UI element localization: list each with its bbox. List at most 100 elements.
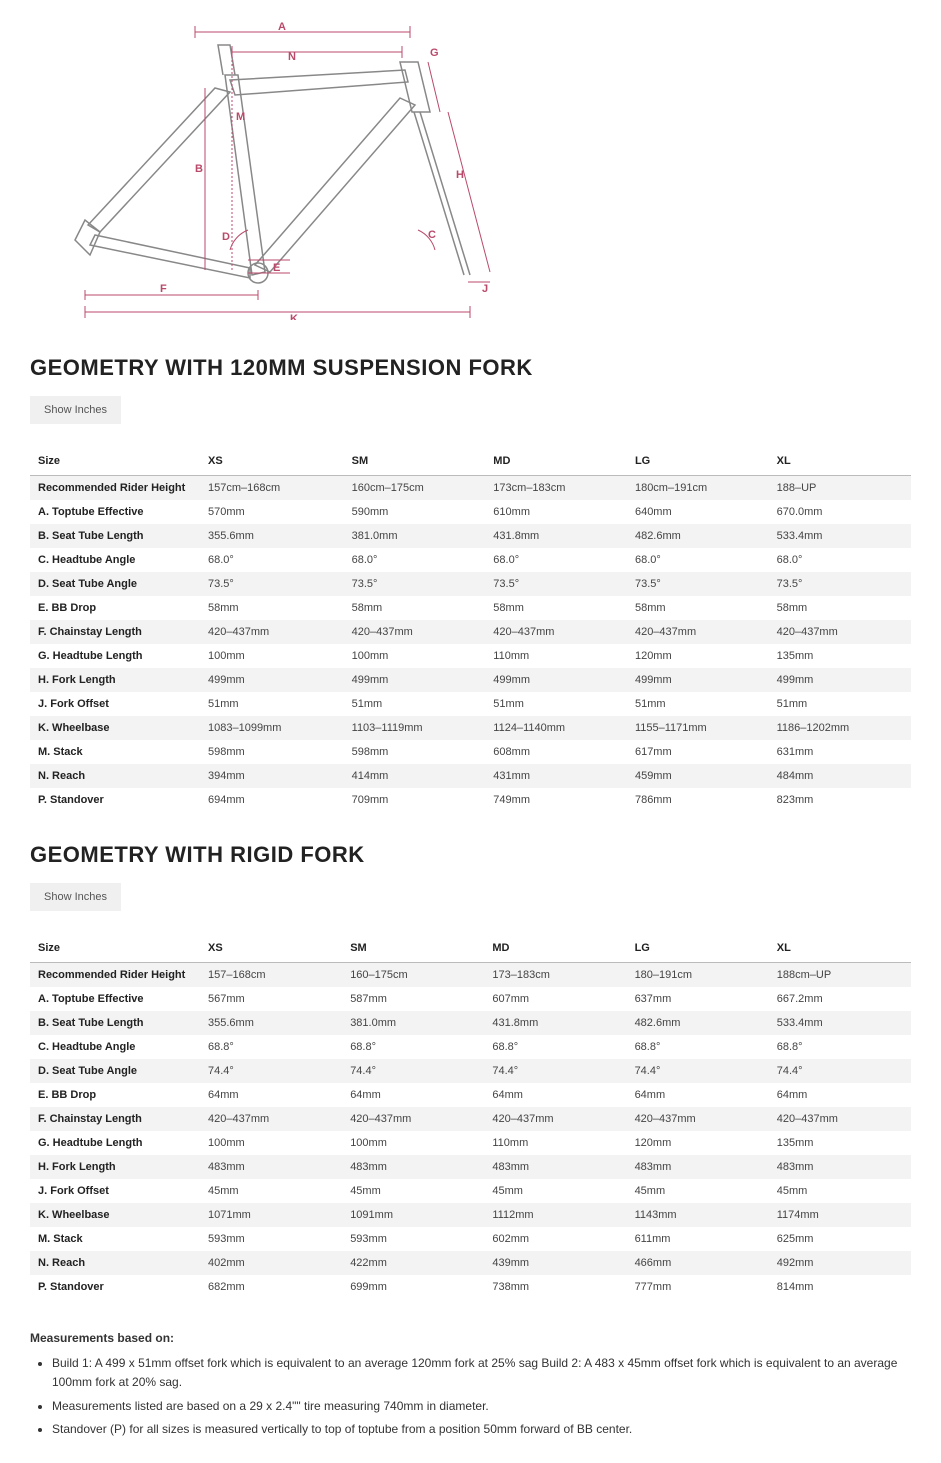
col-header: XS	[200, 449, 344, 476]
table-row: G. Headtube Length100mm100mm110mm120mm13…	[30, 644, 911, 668]
cell: 135mm	[769, 1131, 911, 1155]
note-item: Measurements listed are based on a 29 x …	[52, 1397, 911, 1416]
table-row: P. Standover694mm709mm749mm786mm823mm	[30, 788, 911, 812]
table-row: F. Chainstay Length420–437mm420–437mm420…	[30, 620, 911, 644]
cell: 482.6mm	[627, 524, 769, 548]
col-header: XL	[769, 936, 911, 963]
table-row: M. Stack593mm593mm602mm611mm625mm	[30, 1227, 911, 1251]
cell: 68.8°	[484, 1035, 626, 1059]
cell: 394mm	[200, 764, 344, 788]
table-row: F. Chainstay Length420–437mm420–437mm420…	[30, 1107, 911, 1131]
table-row: B. Seat Tube Length355.6mm381.0mm431.8mm…	[30, 1011, 911, 1035]
row-label: F. Chainstay Length	[30, 620, 200, 644]
row-label: A. Toptube Effective	[30, 500, 200, 524]
cell: 74.4°	[484, 1059, 626, 1083]
cell: 499mm	[769, 668, 911, 692]
cell: 45mm	[769, 1179, 911, 1203]
row-label: K. Wheelbase	[30, 716, 200, 740]
cell: 533.4mm	[769, 1011, 911, 1035]
frame-svg: A N M G B D E C H J F K	[30, 20, 510, 320]
cell: 381.0mm	[344, 524, 486, 548]
cell: 100mm	[200, 644, 344, 668]
cell: 631mm	[769, 740, 911, 764]
cell: 51mm	[344, 692, 486, 716]
cell: 617mm	[627, 740, 769, 764]
cell: 73.5°	[200, 572, 344, 596]
cell: 180cm–191cm	[627, 476, 769, 501]
row-label: G. Headtube Length	[30, 644, 200, 668]
cell: 64mm	[342, 1083, 484, 1107]
cell: 483mm	[484, 1155, 626, 1179]
cell: 699mm	[342, 1275, 484, 1299]
row-label: N. Reach	[30, 764, 200, 788]
cell: 422mm	[342, 1251, 484, 1275]
table-row: B. Seat Tube Length355.6mm381.0mm431.8mm…	[30, 524, 911, 548]
cell: 1143mm	[627, 1203, 769, 1227]
cell: 499mm	[485, 668, 627, 692]
geometry-diagram: A N M G B D E C H J F K	[30, 20, 911, 325]
cell: 611mm	[627, 1227, 769, 1251]
cell: 420–437mm	[769, 620, 911, 644]
cell: 670.0mm	[769, 500, 911, 524]
table-row: K. Wheelbase1071mm1091mm1112mm1143mm1174…	[30, 1203, 911, 1227]
cell: 51mm	[485, 692, 627, 716]
cell: 483mm	[200, 1155, 342, 1179]
cell: 637mm	[627, 987, 769, 1011]
cell: 567mm	[200, 987, 342, 1011]
cell: 173–183cm	[484, 963, 626, 988]
row-label: P. Standover	[30, 1275, 200, 1299]
cell: 68.0°	[344, 548, 486, 572]
cell: 667.2mm	[769, 987, 911, 1011]
cell: 420–437mm	[484, 1107, 626, 1131]
table-row: Recommended Rider Height157–168cm160–175…	[30, 963, 911, 988]
cell: 814mm	[769, 1275, 911, 1299]
cell: 420–437mm	[485, 620, 627, 644]
cell: 466mm	[627, 1251, 769, 1275]
cell: 610mm	[485, 500, 627, 524]
cell: 100mm	[344, 644, 486, 668]
svg-text:D: D	[222, 231, 230, 243]
col-header: Size	[30, 449, 200, 476]
cell: 431mm	[485, 764, 627, 788]
cell: 590mm	[344, 500, 486, 524]
cell: 51mm	[769, 692, 911, 716]
cell: 110mm	[484, 1131, 626, 1155]
show-inches-button-2[interactable]: Show Inches	[30, 883, 121, 911]
cell: 58mm	[200, 596, 344, 620]
cell: 483mm	[342, 1155, 484, 1179]
svg-text:N: N	[288, 51, 296, 63]
cell: 100mm	[200, 1131, 342, 1155]
table-row: D. Seat Tube Angle74.4°74.4°74.4°74.4°74…	[30, 1059, 911, 1083]
cell: 73.5°	[627, 572, 769, 596]
cell: 58mm	[627, 596, 769, 620]
cell: 484mm	[769, 764, 911, 788]
table-row: G. Headtube Length100mm100mm110mm120mm13…	[30, 1131, 911, 1155]
row-label: F. Chainstay Length	[30, 1107, 200, 1131]
cell: 1174mm	[769, 1203, 911, 1227]
cell: 1091mm	[342, 1203, 484, 1227]
row-label: E. BB Drop	[30, 596, 200, 620]
svg-text:J: J	[482, 283, 488, 295]
svg-text:A: A	[278, 21, 286, 33]
cell: 135mm	[769, 644, 911, 668]
cell: 355.6mm	[200, 524, 344, 548]
col-header: MD	[485, 449, 627, 476]
cell: 74.4°	[342, 1059, 484, 1083]
cell: 157–168cm	[200, 963, 342, 988]
cell: 607mm	[484, 987, 626, 1011]
cell: 1103–1119mm	[344, 716, 486, 740]
cell: 68.8°	[769, 1035, 911, 1059]
cell: 420–437mm	[200, 1107, 342, 1131]
cell: 45mm	[484, 1179, 626, 1203]
table-row: N. Reach394mm414mm431mm459mm484mm	[30, 764, 911, 788]
cell: 402mm	[200, 1251, 342, 1275]
row-label: Recommended Rider Height	[30, 963, 200, 988]
row-label: D. Seat Tube Angle	[30, 1059, 200, 1083]
cell: 431.8mm	[484, 1011, 626, 1035]
cell: 51mm	[627, 692, 769, 716]
show-inches-button-1[interactable]: Show Inches	[30, 396, 121, 424]
note-item: Build 1: A 499 x 51mm offset fork which …	[52, 1354, 911, 1392]
cell: 682mm	[200, 1275, 342, 1299]
notes-heading: Measurements based on:	[30, 1329, 911, 1348]
table-row: H. Fork Length483mm483mm483mm483mm483mm	[30, 1155, 911, 1179]
